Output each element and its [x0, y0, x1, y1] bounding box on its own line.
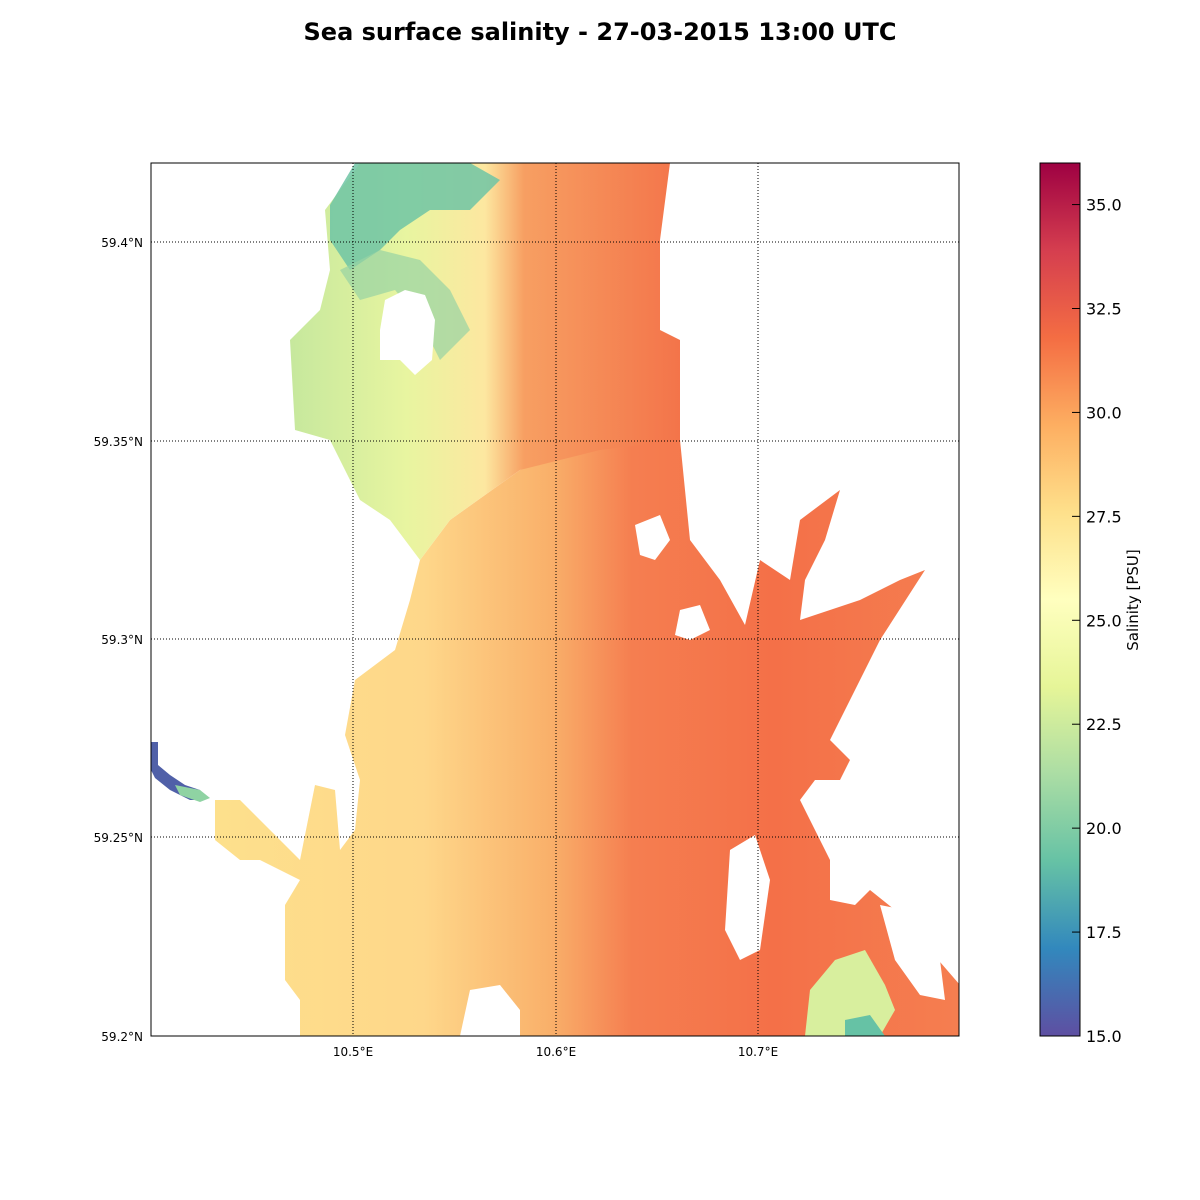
- lat-tick-label: 59.4°N: [101, 236, 143, 250]
- colorbar-tick-label: 27.5: [1086, 507, 1122, 526]
- island-east-2: [675, 605, 710, 640]
- colorbar-tick-label: 17.5: [1086, 923, 1122, 942]
- island-north: [380, 290, 435, 375]
- colorbar-tick-label: 25.0: [1086, 611, 1122, 630]
- island-east-1: [635, 515, 670, 560]
- island-south: [460, 985, 520, 1036]
- island-east-3: [725, 835, 770, 960]
- colorbar-tick-label: 32.5: [1086, 300, 1122, 319]
- salinity-field: [151, 163, 959, 1036]
- colorbar-label: Salinity [PSU]: [1124, 549, 1142, 651]
- colorbar-ticks: 15.0 17.5 20.0 22.5 25.0 27.5 30.0 32.5 35.0: [1072, 196, 1122, 1046]
- fresh-patch-southeast: [805, 950, 895, 1036]
- colorbar: 15.0 17.5 20.0 22.5 25.0 27.5 30.0 32.5 35.0 Sal…: [1039, 162, 1142, 1046]
- lat-tick-label: 59.25°N: [94, 831, 143, 845]
- colorbar-gradient: [1039, 162, 1081, 1037]
- sea-area-main: [215, 440, 959, 1036]
- colorbar-tick-label: 15.0: [1086, 1027, 1122, 1046]
- lon-tick-label: 10.7°E: [738, 1045, 778, 1059]
- lon-tick-label: 10.6°E: [536, 1045, 576, 1059]
- fresh-patch-southeast-teal: [845, 1015, 885, 1036]
- colorbar-tick-label: 22.5: [1086, 715, 1122, 734]
- lat-tick-label: 59.3°N: [101, 633, 143, 647]
- chart-title: Sea surface salinity - 27-03-2015 13:00 …: [303, 18, 897, 46]
- lat-tick-label: 59.35°N: [94, 435, 143, 449]
- map-frame: [150, 162, 960, 1037]
- fresh-plume-swirl: [340, 250, 470, 360]
- lon-tick-label: 10.5°E: [333, 1045, 373, 1059]
- colorbar-tick-label: 30.0: [1086, 403, 1122, 422]
- lat-tick-label: 59.2°N: [101, 1030, 143, 1044]
- colorbar-tick-label: 20.0: [1086, 819, 1122, 838]
- island-southeast: [880, 905, 945, 1000]
- fresh-plume-north: [330, 163, 500, 270]
- river-outflow-west: [151, 742, 205, 800]
- colorbar-tick-label: 35.0: [1086, 196, 1122, 215]
- river-outflow-west-green: [175, 785, 210, 802]
